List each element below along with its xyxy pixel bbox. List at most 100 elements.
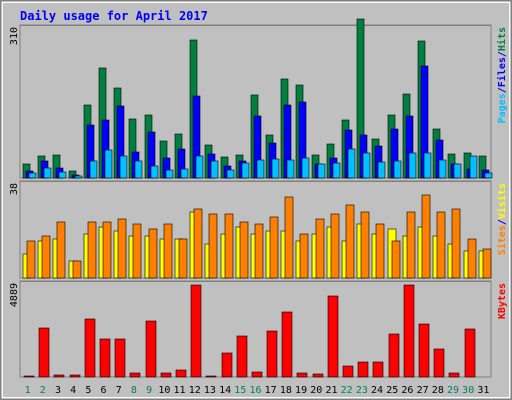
bar-kbytes-day-29 <box>448 372 460 378</box>
bar-pages-day-27 <box>423 152 432 179</box>
bar-sites-day-26 <box>406 211 416 279</box>
x-tick-label-day-2: 2 <box>40 385 46 396</box>
x-tick-label-day-15: 15 <box>234 385 246 396</box>
bar-kbytes-day-10 <box>160 372 172 378</box>
x-tick-label-day-5: 5 <box>85 385 91 396</box>
series-label-kbytes: KBytes <box>497 283 508 319</box>
x-tick-label-day-3: 3 <box>55 385 61 396</box>
bar-kbytes-day-7 <box>114 338 126 378</box>
bar-pages-day-14 <box>226 169 235 179</box>
bar-pages-day-12 <box>195 155 204 179</box>
bar-kbytes-day-28 <box>433 348 445 378</box>
bar-pages-day-13 <box>210 160 219 179</box>
bar-kbytes-day-26 <box>403 284 415 378</box>
bar-sites-day-5 <box>87 221 97 279</box>
bar-kbytes-day-9 <box>145 320 157 378</box>
x-tick-label-day-17: 17 <box>265 385 277 396</box>
bar-sites-day-22 <box>345 204 355 279</box>
bar-kbytes-day-18 <box>281 311 293 378</box>
x-tick-label-day-13: 13 <box>204 385 216 396</box>
x-tick-label-day-21: 21 <box>325 385 337 396</box>
bar-sites-day-20 <box>315 218 325 279</box>
bar-kbytes-day-22 <box>342 365 354 378</box>
panel-hits-files-pages-max-label: 310 <box>9 27 20 45</box>
x-tick-label-day-1: 1 <box>25 385 31 396</box>
bar-kbytes-day-27 <box>418 323 430 378</box>
bar-kbytes-day-15 <box>236 335 248 378</box>
bar-kbytes-day-24 <box>372 361 384 378</box>
bar-pages-day-2 <box>43 167 52 179</box>
bar-kbytes-day-25 <box>388 333 400 378</box>
x-tick-label-day-8: 8 <box>131 385 137 396</box>
series-label-visits: Visits <box>496 183 508 219</box>
x-tick-label-day-23: 23 <box>356 385 368 396</box>
bar-pages-day-15 <box>241 162 250 179</box>
bar-pages-day-29 <box>453 163 462 179</box>
bar-kbytes-day-3 <box>53 374 65 378</box>
bar-pages-day-19 <box>301 157 310 179</box>
x-tick-label-day-28: 28 <box>432 385 444 396</box>
bar-kbytes-day-6 <box>99 338 111 378</box>
bar-sites-day-23 <box>360 211 370 279</box>
bar-sites-day-4 <box>72 260 82 279</box>
x-tick-label-day-6: 6 <box>101 385 107 396</box>
panel-kbytes-series-label: KBytes <box>497 283 508 319</box>
series-label-separator: / <box>497 87 508 93</box>
x-tick-label-day-20: 20 <box>310 385 322 396</box>
bar-sites-day-27 <box>421 194 431 279</box>
bar-kbytes-day-21 <box>327 295 339 378</box>
bar-kbytes-day-12 <box>190 284 202 378</box>
bar-pages-day-26 <box>408 152 417 179</box>
bar-pages-day-10 <box>165 169 174 179</box>
bar-pages-day-17 <box>271 158 280 179</box>
bar-sites-day-21 <box>330 213 340 279</box>
bar-kbytes-day-19 <box>296 372 308 378</box>
bar-kbytes-day-13 <box>205 375 217 378</box>
bar-sites-day-6 <box>102 221 112 279</box>
bar-sites-day-12 <box>193 208 203 279</box>
series-label-separator: / <box>497 219 508 225</box>
x-tick-label-day-7: 7 <box>116 385 122 396</box>
x-tick-label-day-29: 29 <box>447 385 459 396</box>
bar-pages-day-16 <box>256 159 265 179</box>
bar-sites-day-2 <box>41 235 51 279</box>
x-tick-label-day-12: 12 <box>189 385 201 396</box>
bar-sites-day-9 <box>148 228 158 279</box>
bar-sites-day-1 <box>26 240 36 279</box>
bar-pages-day-3 <box>58 171 67 179</box>
bar-pages-day-1 <box>28 172 37 179</box>
panel-kbytes-max-label: 4889 <box>9 283 20 307</box>
bar-kbytes-day-5 <box>84 318 96 378</box>
bar-sites-day-10 <box>163 223 173 279</box>
bar-kbytes-day-11 <box>175 369 187 378</box>
bar-sites-day-17 <box>269 216 279 279</box>
bar-sites-day-30 <box>467 238 477 279</box>
bar-kbytes-day-4 <box>69 374 81 378</box>
bar-pages-day-20 <box>317 163 326 179</box>
x-tick-label-day-31: 31 <box>477 385 489 396</box>
x-tick-label-day-25: 25 <box>386 385 398 396</box>
bar-kbytes-day-20 <box>312 373 324 378</box>
bar-sites-day-25 <box>391 240 401 279</box>
bar-pages-day-30 <box>469 155 478 179</box>
bar-pages-day-7 <box>119 155 128 179</box>
bar-sites-day-3 <box>56 221 66 279</box>
x-tick-label-day-18: 18 <box>280 385 292 396</box>
bar-kbytes-day-23 <box>357 361 369 378</box>
x-tick-label-day-22: 22 <box>341 385 353 396</box>
bar-pages-day-23 <box>362 152 371 179</box>
bar-pages-day-28 <box>438 159 447 179</box>
bar-pages-day-21 <box>332 162 341 179</box>
x-tick-label-day-19: 19 <box>295 385 307 396</box>
x-tick-label-day-26: 26 <box>401 385 413 396</box>
x-tick-label-day-10: 10 <box>158 385 170 396</box>
series-label-hits: Hits <box>496 27 508 51</box>
series-label-separator: / <box>497 51 508 57</box>
bar-kbytes-day-1 <box>23 375 35 378</box>
x-tick-label-day-30: 30 <box>462 385 474 396</box>
bar-sites-day-14 <box>224 213 234 279</box>
panel-visits-sites-series-label: Sites/Visits <box>496 183 508 255</box>
bar-kbytes-day-17 <box>266 330 278 378</box>
series-label-pages: Pages <box>497 93 508 123</box>
